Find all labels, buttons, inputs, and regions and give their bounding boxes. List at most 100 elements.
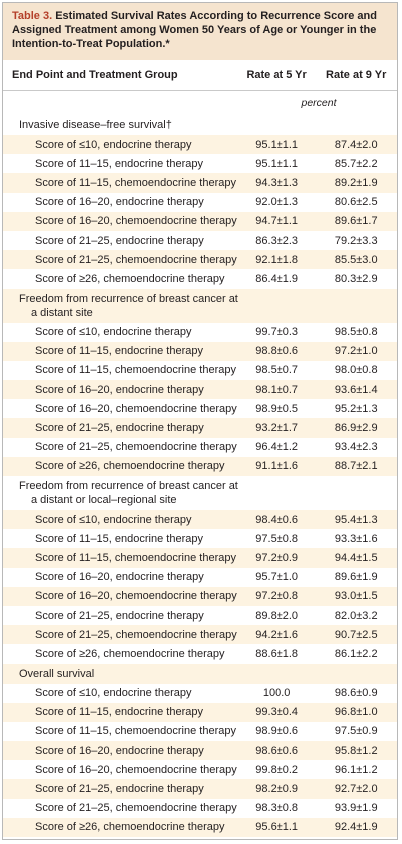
rate-cell: 79.2±3.3 bbox=[334, 234, 378, 247]
table-body: Invasive disease–free survival† Score of … bbox=[3, 115, 397, 837]
table-row: Score of 21–25, endocrine therapy 89.8±2.… bbox=[3, 606, 397, 625]
rate-cell: 94.4±1.5 bbox=[334, 551, 378, 564]
group-cell: Score of 16–20, chemoendocrine therapy bbox=[35, 763, 237, 776]
group-cell: Score of ≥26, chemoendocrine therapy bbox=[35, 647, 225, 660]
group-cell: Score of 11–15, endocrine therapy bbox=[35, 157, 203, 170]
group-cell: Score of 16–20, endocrine therapy bbox=[35, 571, 204, 584]
group-cell: Score of 11–15, chemoendocrine therapy bbox=[35, 364, 236, 377]
table-row: Score of 11–15, chemoendocrine therapy 98… bbox=[3, 361, 397, 380]
column-title: Rate at 5 Yr bbox=[246, 69, 307, 81]
table-title: Estimated Survival Rates According to Re… bbox=[12, 10, 377, 50]
group-cell: Score of ≥26, chemoendocrine therapy bbox=[35, 272, 225, 285]
rate-cell: 97.2±0.8 bbox=[255, 590, 299, 603]
group-cell: Score of 11–15, chemoendocrine therapy bbox=[35, 176, 236, 189]
column-header: End Point and Treatment Group Rate at 5 … bbox=[3, 60, 397, 91]
section-row: Invasive disease–free survival† bbox=[3, 115, 397, 135]
table-row: Score of 21–25, chemoendocrine therapy 92… bbox=[3, 250, 397, 270]
rate-cell: 98.4±0.6 bbox=[255, 513, 299, 526]
rate-cell: 98.3±0.8 bbox=[255, 802, 299, 815]
rate-cell: 92.4±1.9 bbox=[334, 821, 378, 834]
section-title: Freedom from recurrence of breast cancer… bbox=[19, 480, 238, 506]
rate-cell: 97.2±1.0 bbox=[334, 345, 378, 358]
rate-cell: 95.4±1.3 bbox=[334, 513, 378, 526]
group-cell: Score of 21–25, chemoendocrine therapy bbox=[35, 628, 237, 641]
table-row: Score of ≤10, endocrine therapy 99.7±0.3 9… bbox=[3, 323, 397, 342]
column-title: Rate at 9 Yr bbox=[326, 69, 387, 81]
rate-cell: 86.4±1.9 bbox=[255, 272, 299, 285]
rate-cell: 95.2±1.3 bbox=[334, 402, 378, 415]
table-row: Score of 11–15, endocrine therapy 99.3±0.… bbox=[3, 702, 397, 722]
table-row: Score of 11–15, endocrine therapy 95.1±1.… bbox=[3, 154, 397, 173]
table-row: Score of ≤10, endocrine therapy 98.4±0.6 9… bbox=[3, 510, 397, 530]
rate-cell: 96.8±1.0 bbox=[334, 706, 378, 719]
rate-cell: 86.1±2.2 bbox=[334, 647, 378, 660]
table-row: Score of 21–25, chemoendocrine therapy 98… bbox=[3, 799, 397, 818]
rate-cell: 89.6±1.9 bbox=[334, 571, 378, 584]
rate-cell: 98.6±0.9 bbox=[334, 687, 378, 700]
rate-cell: 93.2±1.7 bbox=[255, 422, 299, 435]
rate-cell: 86.9±2.9 bbox=[334, 422, 378, 435]
rate-cell: 80.3±2.9 bbox=[334, 272, 378, 285]
rate-cell: 85.7±2.2 bbox=[334, 157, 378, 170]
table-row: Score of 16–20, endocrine therapy 98.1±0.… bbox=[3, 380, 397, 400]
table-row: Score of 21–25, chemoendocrine therapy 94… bbox=[3, 625, 397, 645]
table-row: Score of 11–15, chemoendocrine therapy 94… bbox=[3, 173, 397, 193]
rate-cell: 98.9±0.6 bbox=[255, 725, 299, 738]
rate-cell: 92.7±2.0 bbox=[334, 783, 378, 796]
table-row: Score of 16–20, chemoendocrine therapy 94… bbox=[3, 211, 397, 231]
column-title: End Point and Treatment Group bbox=[12, 69, 178, 81]
group-cell: Score of ≥26, chemoendocrine therapy bbox=[35, 821, 225, 834]
table-row: Score of ≥26, chemoendocrine therapy 88.6… bbox=[3, 644, 397, 663]
rate-cell: 99.8±0.2 bbox=[255, 763, 299, 776]
group-cell: Score of 16–20, endocrine therapy bbox=[35, 383, 204, 396]
table-label: Table 3. bbox=[12, 10, 53, 22]
table-row: Score of 11–15, endocrine therapy 98.8±0.… bbox=[3, 341, 397, 361]
table-row: Score of 21–25, endocrine therapy 98.2±0.… bbox=[3, 779, 397, 799]
group-cell: Score of ≤10, endocrine therapy bbox=[35, 513, 192, 526]
group-cell: Score of 21–25, endocrine therapy bbox=[35, 609, 204, 622]
table-row: Score of 16–20, chemoendocrine therapy 99… bbox=[3, 760, 397, 779]
group-cell: Score of 21–25, chemoendocrine therapy bbox=[35, 253, 237, 266]
rate-cell: 97.5±0.9 bbox=[334, 725, 378, 738]
group-cell: Score of 11–15, endocrine therapy bbox=[35, 706, 203, 719]
rate-cell: 96.4±1.2 bbox=[255, 441, 299, 454]
rate-cell: 93.6±1.4 bbox=[334, 383, 378, 396]
rate-cell: 93.0±1.5 bbox=[334, 590, 378, 603]
rate-cell: 87.4±2.0 bbox=[334, 138, 378, 151]
group-cell: Score of 16–20, chemoendocrine therapy bbox=[35, 402, 237, 415]
section-title: Freedom from recurrence of breast cancer… bbox=[19, 292, 238, 319]
group-cell: Score of ≤10, endocrine therapy bbox=[35, 687, 192, 700]
rate-cell: 96.1±1.2 bbox=[334, 763, 378, 776]
table-row: Score of 11–15, chemoendocrine therapy 98… bbox=[3, 722, 397, 741]
rate-cell: 95.1±1.1 bbox=[255, 138, 299, 151]
group-cell: Score of ≥26, chemoendocrine therapy bbox=[35, 460, 225, 473]
table-row: Score of 21–25, chemoendocrine therapy 96… bbox=[3, 438, 397, 457]
section-title: Overall survival bbox=[19, 667, 95, 680]
group-cell: Score of 11–15, endocrine therapy bbox=[35, 345, 203, 358]
group-cell: Score of 21–25, chemoendocrine therapy bbox=[35, 441, 237, 454]
rate-cell: 82.0±3.2 bbox=[334, 609, 378, 622]
group-cell: Score of 11–15, endocrine therapy bbox=[35, 532, 203, 545]
group-cell: Score of 11–15, chemoendocrine therapy bbox=[35, 725, 236, 738]
rate-cell: 98.9±0.5 bbox=[255, 402, 299, 415]
rate-cell: 98.5±0.7 bbox=[255, 364, 299, 377]
rate-cell: 86.3±2.3 bbox=[255, 234, 299, 247]
rate-cell: 95.7±1.0 bbox=[255, 571, 299, 584]
rate-cell: 91.1±1.6 bbox=[255, 460, 299, 473]
rate-cell: 92.1±1.8 bbox=[255, 253, 299, 266]
table-card: Table 3. Estimated Survival Rates Accord… bbox=[2, 2, 398, 840]
rate-cell: 97.2±0.9 bbox=[255, 551, 299, 564]
rate-cell: 98.8±0.6 bbox=[255, 345, 299, 358]
group-cell: Score of 21–25, endocrine therapy bbox=[35, 422, 204, 435]
rate-cell: 98.0±0.8 bbox=[334, 364, 378, 377]
rate-cell: 99.7±0.3 bbox=[255, 326, 299, 339]
rate-cell: 92.0±1.3 bbox=[255, 196, 299, 209]
rate-cell: 95.6±1.1 bbox=[255, 821, 299, 834]
section-title: Invasive disease–free survival† bbox=[19, 119, 172, 131]
rate-cell: 94.3±1.3 bbox=[255, 176, 299, 189]
rate-cell: 100.0 bbox=[262, 687, 291, 700]
rate-cell: 88.7±2.1 bbox=[334, 460, 378, 473]
rate-cell: 98.5±0.8 bbox=[334, 326, 378, 339]
table-row: Score of ≥26, chemoendocrine therapy 86.4… bbox=[3, 269, 397, 288]
group-cell: Score of 16–20, chemoendocrine therapy bbox=[35, 590, 237, 603]
